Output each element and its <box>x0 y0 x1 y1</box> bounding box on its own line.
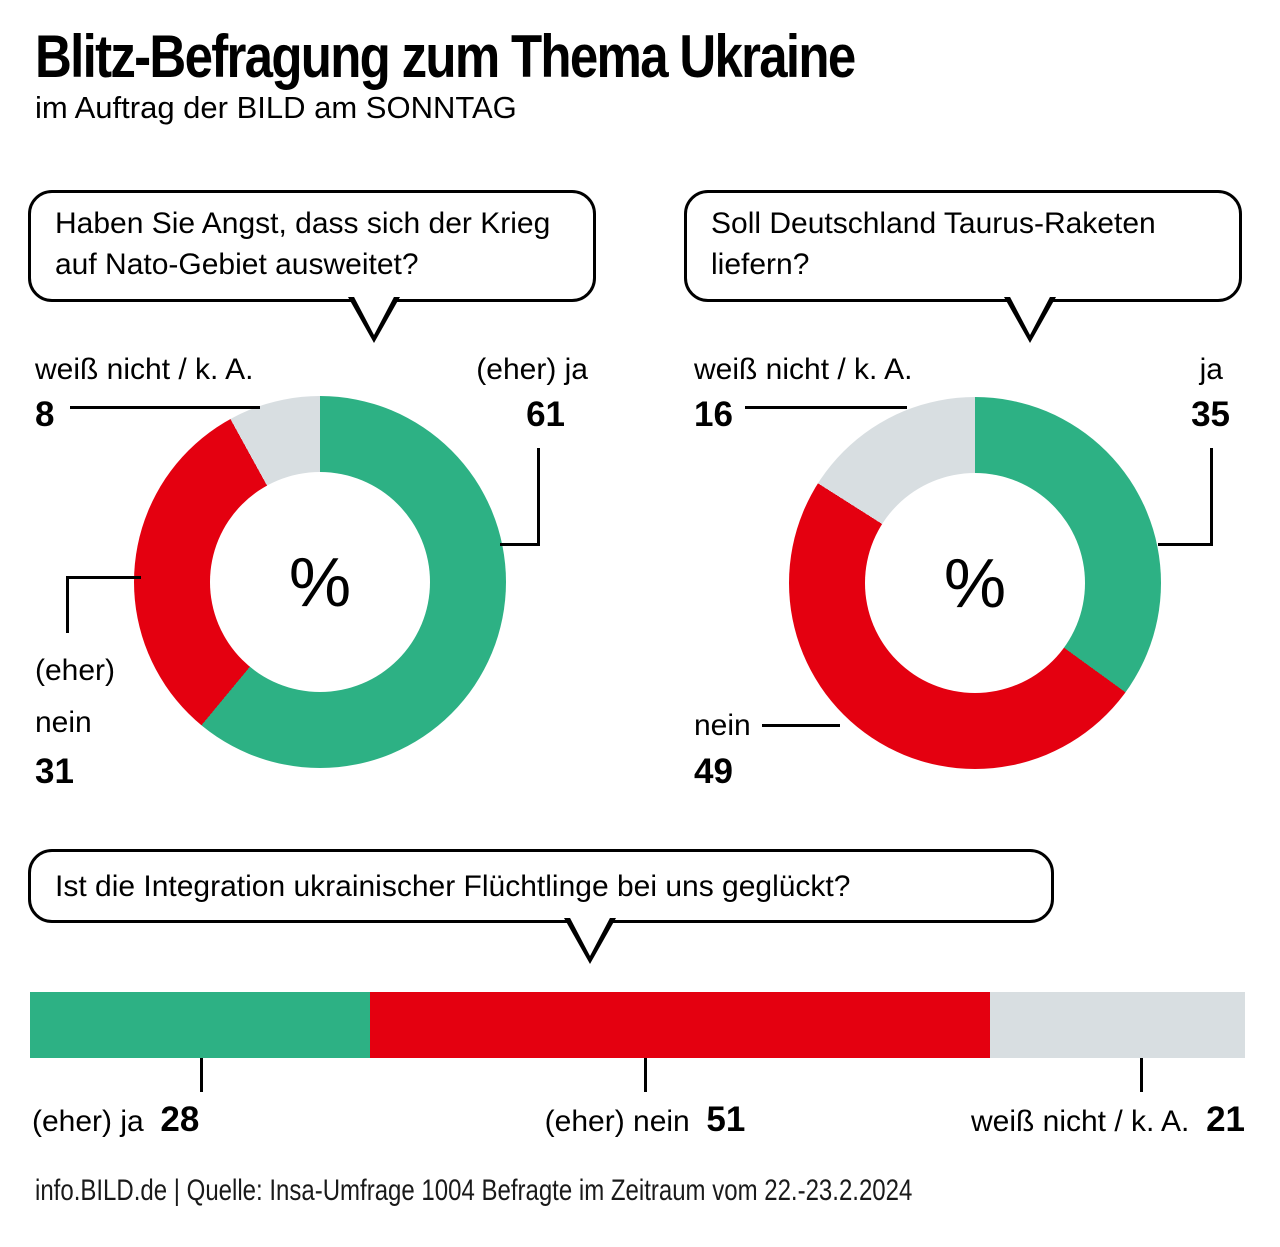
bar-label-nein-value: 51 <box>706 1100 746 1139</box>
donut1-label-ja: (eher) ja <box>476 353 588 386</box>
donut-hole: % <box>210 472 430 692</box>
page-subtitle: im Auftrag der BILD am SONNTAG <box>35 90 517 125</box>
question-text-nato: Haben Sie Angst, dass sich der Krieg auf… <box>55 207 551 281</box>
donut2-value-nein: 49 <box>694 752 733 791</box>
question-text-integration: Ist die Integration ukrainischer Flüchtl… <box>55 870 851 903</box>
donut-chart-nato: % <box>134 396 506 768</box>
bar-label-ja-text: (eher) ja <box>32 1105 144 1138</box>
source-text: info.BILD.de | Quelle: Insa-Umfrage 1004… <box>35 1174 913 1207</box>
leader-line <box>66 576 141 633</box>
donut-hole: % <box>865 473 1085 693</box>
bar-segment-ja <box>30 992 371 1058</box>
donut2-value-weiss-nicht: 16 <box>694 395 733 434</box>
percent-sign: % <box>288 543 352 621</box>
question-bubble-taurus: Soll Deutschland Taurus-Raketen liefern? <box>684 190 1242 343</box>
donut1-value-ja: 61 <box>526 395 565 434</box>
donut2-label-weiss-nicht: weiß nicht / k. A. <box>694 353 913 386</box>
bar-label-weiss-nicht-value: 21 <box>1206 1100 1245 1139</box>
leader-line <box>70 406 260 409</box>
donut1-value-nein: 31 <box>35 752 74 791</box>
donut2-label-nein: nein <box>694 709 751 742</box>
bar-label-nein: (eher) nein 51 <box>450 1100 840 1142</box>
donut1-label-nein: (eher) nein <box>35 654 116 739</box>
bar-label-ja-value: 28 <box>160 1100 200 1139</box>
page-title-text: Blitz-Befragung zum Thema Ukraine <box>35 23 856 90</box>
question-text-taurus: Soll Deutschland Taurus-Raketen liefern? <box>711 207 1156 281</box>
source-line: info.BILD.de | Quelle: Insa-Umfrage 1004… <box>35 1174 1132 1208</box>
question-bubble-nato: Haben Sie Angst, dass sich der Krieg auf… <box>28 190 596 343</box>
leader-line <box>762 724 840 727</box>
donut1-label-weiss-nicht: weiß nicht / k. A. <box>35 353 254 386</box>
stacked-bar-integration <box>30 992 1246 1058</box>
bubble-tail-fill <box>353 295 395 335</box>
bar-tick-ja <box>200 1058 203 1092</box>
bar-segment-weiss-nicht <box>989 992 1246 1058</box>
donut1-value-weiss-nicht: 8 <box>35 395 55 434</box>
bar-tick-nein <box>644 1058 647 1092</box>
percent-sign: % <box>943 544 1007 622</box>
donut-chart-taurus: % <box>789 397 1161 769</box>
bar-segment-nein <box>370 992 990 1058</box>
page-title: Blitz-Befragung zum Thema Ukraine <box>35 26 999 88</box>
leader-line <box>500 448 540 546</box>
leader-line <box>1158 448 1213 546</box>
bar-tick-weiss-nicht <box>1140 1058 1143 1092</box>
bar-label-nein-text: (eher) nein <box>544 1105 690 1138</box>
leader-line <box>745 406 907 409</box>
bar-label-weiss-nicht-text: weiß nicht / k. A. <box>970 1105 1190 1138</box>
question-bubble-integration: Ist die Integration ukrainischer Flüchtl… <box>28 849 1054 964</box>
donut2-value-ja: 35 <box>1191 395 1230 434</box>
donut2-label-ja: ja <box>1199 353 1223 386</box>
bar-label-ja: (eher) ja 28 <box>32 1100 199 1142</box>
bar-label-weiss-nicht: weiß nicht / k. A. 21 <box>900 1100 1245 1142</box>
bubble-tail-fill <box>569 916 611 956</box>
bubble-tail-fill <box>1009 295 1051 335</box>
